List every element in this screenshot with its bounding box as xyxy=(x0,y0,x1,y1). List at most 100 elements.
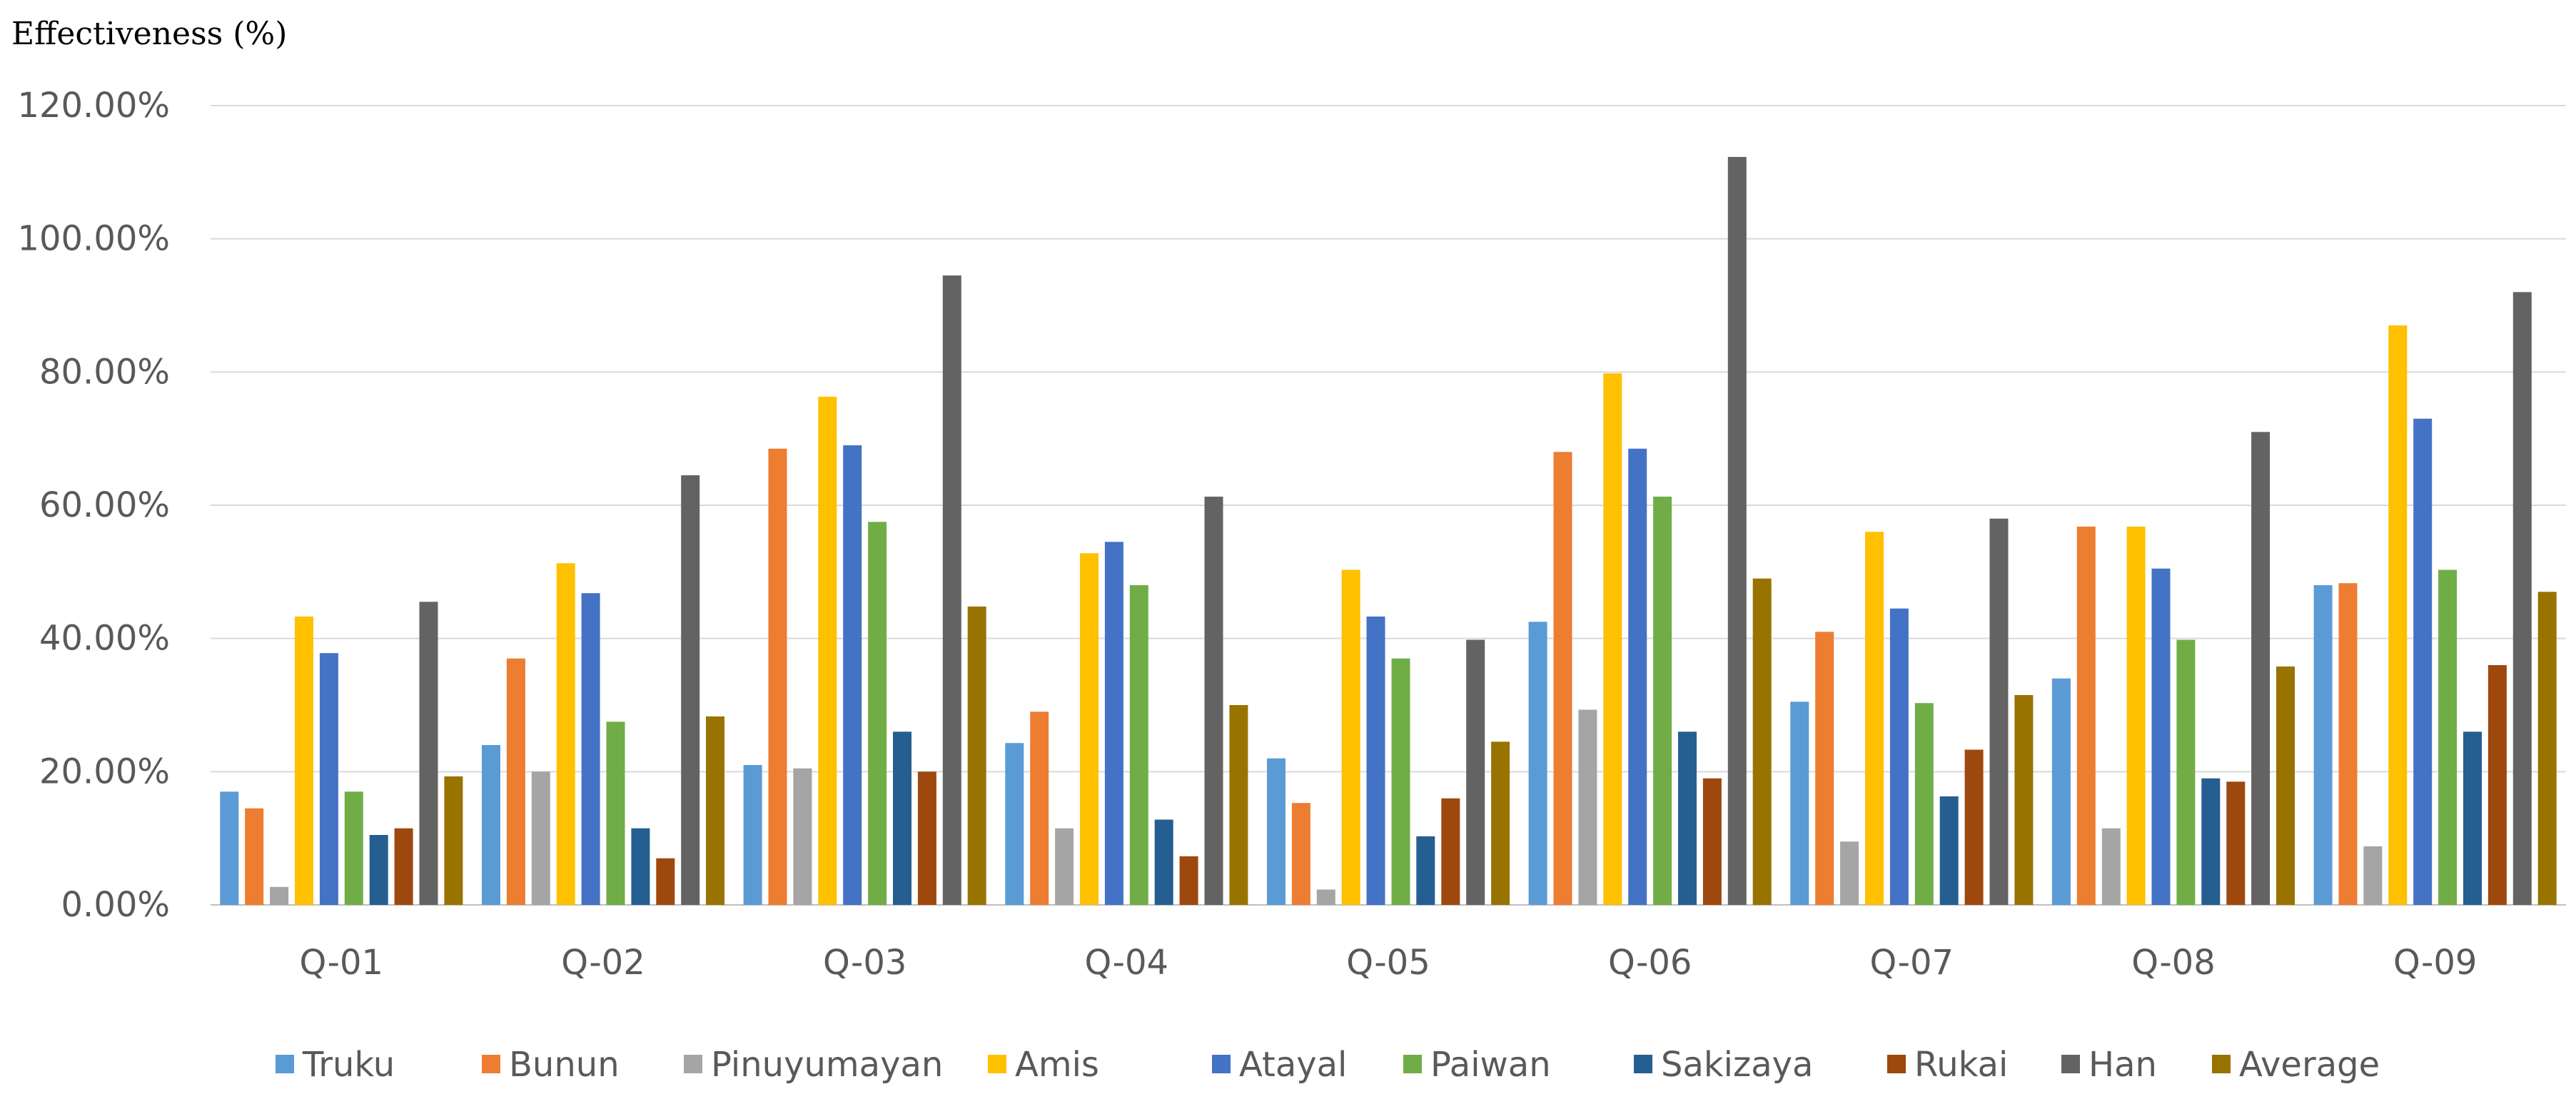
bar-pinuyumayan-q-06 xyxy=(1578,709,1597,905)
bar-sakizaya-q-01 xyxy=(369,835,388,905)
bar-average-q-04 xyxy=(1229,705,1248,905)
bar-paiwan-q-08 xyxy=(2176,639,2196,905)
bar-han-q-07 xyxy=(1989,518,2009,905)
bar-rukai-q-08 xyxy=(2226,781,2246,905)
x-tick-label: Q-03 xyxy=(823,943,907,983)
bar-han-q-04 xyxy=(1204,496,1223,905)
bar-atayal-q-01 xyxy=(319,653,338,905)
x-tick-label: Q-04 xyxy=(1085,943,1169,983)
legend: Truku Bunun Pinuyumayan Amis Atayal Paiwan Sak… xyxy=(276,1045,2380,1085)
y-axis-ticks: 0.00% 20.00% 40.00% 60.00% 80.00% 100.00% 120.… xyxy=(17,86,170,925)
bar-han-q-01 xyxy=(419,602,438,905)
legend-label-atayal: Atayal xyxy=(1239,1045,1347,1085)
bar-pinuyumayan-q-05 xyxy=(1316,889,1335,905)
bar-bunun-q-03 xyxy=(768,448,787,905)
bar-paiwan-q-09 xyxy=(2438,569,2458,905)
bar-sakizaya-q-03 xyxy=(893,731,911,905)
legend-swatch-bunun xyxy=(482,1055,500,1073)
bar-pinuyumayan-q-03 xyxy=(793,768,812,905)
legend-swatch-amis xyxy=(988,1055,1006,1073)
bar-sakizaya-q-07 xyxy=(1939,796,1959,905)
bar-pinuyumayan-q-02 xyxy=(531,771,550,905)
bar-truku-q-08 xyxy=(2051,678,2071,905)
bar-average-q-02 xyxy=(706,716,724,905)
bar-sakizaya-q-05 xyxy=(1416,836,1435,905)
y-tick-label: 40.00% xyxy=(39,619,170,659)
bar-rukai-q-03 xyxy=(917,771,936,905)
legend-swatch-atayal xyxy=(1212,1055,1231,1073)
x-tick-label: Q-09 xyxy=(2393,943,2477,983)
bar-han-q-08 xyxy=(2251,432,2271,905)
bar-average-q-08 xyxy=(2276,666,2295,905)
bar-amis-q-08 xyxy=(2126,526,2146,905)
bar-truku-q-09 xyxy=(2313,585,2333,905)
bar-truku-q-01 xyxy=(220,791,239,905)
bar-bunun-q-04 xyxy=(1030,712,1049,905)
bar-rukai-q-01 xyxy=(394,828,413,905)
x-tick-label: Q-07 xyxy=(1870,943,1954,983)
bar-average-q-09 xyxy=(2537,592,2557,905)
x-tick-label: Q-05 xyxy=(1346,943,1430,983)
bar-atayal-q-08 xyxy=(2151,568,2171,905)
legend-swatch-average xyxy=(2212,1055,2231,1073)
bar-truku-q-03 xyxy=(743,765,762,905)
legend-label-han: Han xyxy=(2088,1045,2157,1085)
bar-pinuyumayan-q-09 xyxy=(2363,846,2383,905)
x-axis-ticks: Q-01 Q-02 Q-03 Q-04 Q-05 Q-06 Q-07 Q-08 Q-09 xyxy=(300,943,2477,983)
gridlines xyxy=(211,105,2566,906)
bar-amis-q-05 xyxy=(1341,569,1360,905)
y-axis-title: Effectiveness (%) xyxy=(11,16,287,52)
x-tick-label: Q-08 xyxy=(2131,943,2216,983)
legend-swatch-paiwan xyxy=(1403,1055,1422,1073)
bar-rukai-q-05 xyxy=(1441,798,1460,905)
y-tick-label: 80.00% xyxy=(39,352,170,392)
bar-sakizaya-q-02 xyxy=(631,828,650,905)
legend-label-truku: Truku xyxy=(302,1045,395,1085)
bar-average-q-06 xyxy=(1752,578,1772,905)
bar-rukai-q-06 xyxy=(1702,778,1722,905)
bar-paiwan-q-07 xyxy=(1914,703,1934,905)
bar-han-q-03 xyxy=(942,275,961,905)
bar-amis-q-07 xyxy=(1865,532,1884,905)
legend-swatch-truku xyxy=(276,1055,294,1073)
bar-amis-q-01 xyxy=(295,616,313,905)
y-tick-label: 20.00% xyxy=(39,751,170,791)
bar-atayal-q-03 xyxy=(843,445,862,905)
bar-bunun-q-08 xyxy=(2076,526,2096,905)
bar-bunun-q-06 xyxy=(1553,452,1572,905)
bar-sakizaya-q-09 xyxy=(2463,731,2482,905)
x-tick-label: Q-01 xyxy=(300,943,384,983)
bar-paiwan-q-01 xyxy=(344,791,363,905)
bar-bunun-q-01 xyxy=(245,808,264,905)
bar-paiwan-q-05 xyxy=(1391,658,1410,905)
bar-pinuyumayan-q-04 xyxy=(1055,828,1074,905)
bar-average-q-05 xyxy=(1491,741,1510,905)
bar-atayal-q-04 xyxy=(1104,542,1123,905)
bar-amis-q-04 xyxy=(1080,553,1098,905)
legend-swatch-pinuyumayan xyxy=(684,1055,702,1073)
bar-sakizaya-q-08 xyxy=(2201,778,2221,905)
bar-rukai-q-04 xyxy=(1179,856,1198,905)
bar-han-q-05 xyxy=(1466,639,1485,905)
bars xyxy=(220,156,2557,905)
bar-rukai-q-02 xyxy=(656,858,675,905)
bar-paiwan-q-04 xyxy=(1129,585,1148,905)
legend-swatch-rukai xyxy=(1887,1055,1906,1073)
legend-label-amis: Amis xyxy=(1015,1045,1099,1085)
bar-sakizaya-q-06 xyxy=(1678,731,1697,905)
bar-bunun-q-07 xyxy=(1815,632,1834,905)
legend-label-paiwan: Paiwan xyxy=(1430,1045,1551,1085)
bar-truku-q-06 xyxy=(1528,622,1547,905)
y-tick-label: 120.00% xyxy=(17,86,170,126)
bar-truku-q-05 xyxy=(1267,758,1286,905)
legend-swatch-sakizaya xyxy=(1634,1055,1652,1073)
bar-pinuyumayan-q-01 xyxy=(270,886,289,905)
bar-amis-q-06 xyxy=(1603,373,1622,905)
bar-amis-q-09 xyxy=(2388,325,2408,905)
bar-pinuyumayan-q-08 xyxy=(2101,828,2121,905)
bar-amis-q-02 xyxy=(556,563,575,905)
bar-atayal-q-02 xyxy=(581,593,600,905)
bar-average-q-03 xyxy=(967,606,986,905)
y-tick-label: 0.00% xyxy=(61,885,170,925)
